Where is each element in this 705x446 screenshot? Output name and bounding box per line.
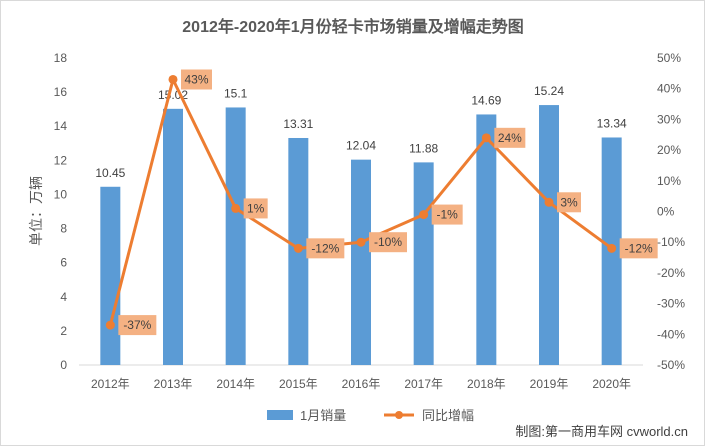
line-point bbox=[105, 320, 115, 330]
y2-tick-label: -40% bbox=[657, 327, 685, 341]
y2-axis-ticks: -50% -40% -30% -20% -10% 0% 10% 20% 30% 40% 50% bbox=[657, 51, 685, 372]
line-point bbox=[293, 243, 303, 253]
bar-value-label: 11.88 bbox=[409, 141, 438, 155]
bar bbox=[163, 108, 183, 365]
bar-value-label: 13.31 bbox=[283, 117, 313, 131]
pct-label: 24% bbox=[498, 131, 522, 145]
line-point bbox=[168, 74, 178, 84]
y-axis-ticks: 0 2 4 6 8 10 12 14 16 18 bbox=[54, 51, 68, 372]
bar bbox=[539, 105, 559, 365]
y2-tick-label: -30% bbox=[657, 297, 685, 311]
y-tick-label: 4 bbox=[60, 290, 67, 304]
y2-tick-label: 50% bbox=[657, 51, 681, 65]
line-point bbox=[231, 203, 241, 213]
line-point bbox=[419, 210, 429, 220]
pct-label-box bbox=[306, 238, 345, 259]
bar bbox=[476, 114, 497, 365]
legend-bar-label: 1月销量 bbox=[300, 408, 346, 423]
bar bbox=[100, 186, 121, 365]
y-axis-label: 单位：万辆 bbox=[28, 176, 44, 246]
bar-value-label: 10.45 bbox=[95, 166, 125, 180]
pct-label: -10% bbox=[374, 235, 402, 249]
bar-series bbox=[100, 105, 622, 365]
y-tick-label: 0 bbox=[60, 358, 67, 372]
x-tick-label: 2013年 bbox=[154, 377, 193, 391]
y2-tick-label: 30% bbox=[657, 112, 681, 126]
pct-label: 3% bbox=[560, 195, 578, 209]
y-tick-label: 8 bbox=[60, 222, 67, 236]
x-tick-label: 2018年 bbox=[467, 377, 506, 391]
y-tick-label: 16 bbox=[54, 85, 68, 99]
pct-label-box bbox=[619, 238, 658, 259]
y-tick-label: 10 bbox=[54, 187, 68, 201]
x-tick-label: 2020年 bbox=[592, 377, 631, 391]
line-point bbox=[481, 133, 491, 143]
pct-label: -12% bbox=[311, 241, 339, 255]
x-tick-label: 2015年 bbox=[279, 377, 318, 391]
y-tick-label: 14 bbox=[54, 119, 68, 133]
bar bbox=[413, 162, 434, 365]
line-series bbox=[105, 74, 617, 330]
x-tick-label: 2012年 bbox=[91, 377, 130, 391]
credit-text: 制图:第一商用车网 cvworld.cn bbox=[515, 424, 688, 439]
pct-label-box bbox=[118, 315, 157, 336]
pct-label: -37% bbox=[123, 318, 151, 332]
pct-label-box bbox=[557, 192, 581, 213]
x-tick-label: 2019年 bbox=[530, 377, 569, 391]
bar-value-label: 15.24 bbox=[534, 84, 564, 98]
x-tick-label: 2016年 bbox=[342, 377, 381, 391]
pct-label: 43% bbox=[184, 72, 208, 86]
pct-label-box bbox=[369, 232, 407, 253]
bar-value-label: 14.69 bbox=[471, 93, 501, 107]
bar-value-label: 12.04 bbox=[346, 139, 376, 153]
pct-label: -1% bbox=[436, 208, 458, 222]
line-point bbox=[607, 243, 617, 253]
y2-tick-label: -10% bbox=[657, 235, 685, 249]
pct-label: 1% bbox=[247, 201, 265, 215]
bar bbox=[351, 159, 371, 365]
y-tick-label: 18 bbox=[54, 51, 68, 65]
y2-tick-label: 10% bbox=[657, 174, 681, 188]
legend-bar-swatch bbox=[267, 410, 293, 420]
y-tick-label: 2 bbox=[60, 324, 67, 338]
bar-value-label: 15.1 bbox=[224, 86, 248, 100]
y-tick-label: 12 bbox=[54, 153, 68, 167]
legend-line-marker bbox=[395, 411, 403, 419]
y2-tick-label: -50% bbox=[657, 358, 685, 372]
y2-tick-label: -20% bbox=[657, 266, 685, 280]
pct-label-box bbox=[431, 204, 463, 225]
x-tick-label: 2017年 bbox=[404, 377, 443, 391]
bar bbox=[225, 107, 246, 365]
line-point bbox=[356, 237, 366, 247]
y-tick-label: 6 bbox=[60, 256, 67, 270]
pct-label-box bbox=[181, 69, 212, 90]
y2-tick-label: 40% bbox=[657, 82, 681, 96]
x-axis-ticks: 2012年 2013年 2014年 2015年 2016年 2017年 2018年 2019年… bbox=[91, 377, 631, 391]
pct-label-box bbox=[494, 127, 526, 148]
bar-value-label: 13.34 bbox=[597, 116, 627, 130]
y2-tick-label: 20% bbox=[657, 143, 681, 157]
chart-title: 2012年-2020年1月份轻卡市场销量及增幅走势图 bbox=[182, 17, 523, 36]
line-point bbox=[544, 197, 554, 207]
x-tick-label: 2014年 bbox=[216, 377, 255, 391]
pct-label-box bbox=[243, 198, 268, 219]
legend: 1月销量 同比增幅 bbox=[267, 408, 474, 423]
legend-line-label: 同比增幅 bbox=[422, 408, 474, 423]
pct-value-labels: -37% 43% 1% -12% -10% -1% 24% 3% -12% bbox=[118, 69, 658, 336]
y2-tick-label: 0% bbox=[657, 205, 675, 219]
pct-label: -12% bbox=[625, 241, 653, 255]
